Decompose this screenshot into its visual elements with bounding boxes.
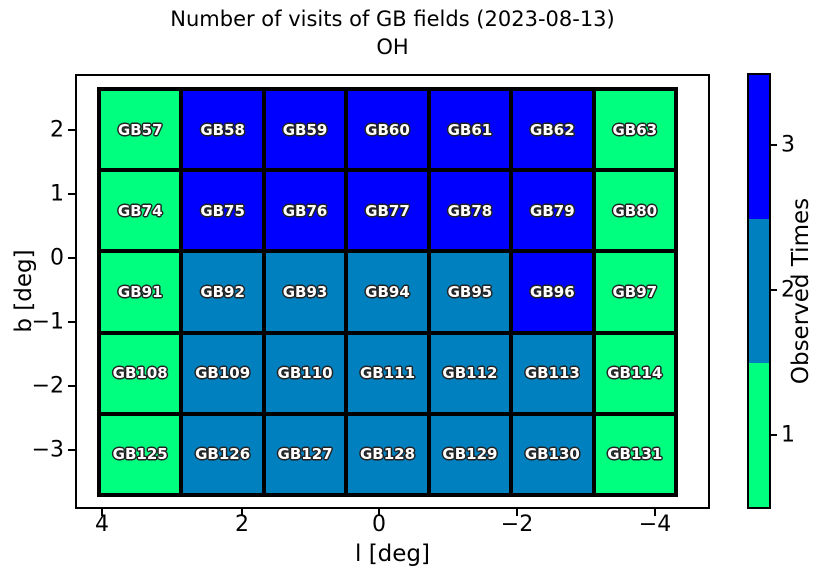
field-cell-gb114: GB114	[595, 334, 674, 412]
colorbar-tick-1-label: 1	[781, 422, 795, 448]
field-cell-gb113: GB113	[513, 334, 592, 412]
field-cell-gb74: GB74	[101, 172, 180, 250]
x-tick-4-mark	[101, 509, 103, 516]
field-cell-gb127: GB127	[265, 415, 345, 493]
x-tick-2-label: 2	[235, 512, 249, 537]
y-tick-1-mark	[68, 193, 75, 195]
field-cell-gb96: GB96	[513, 253, 592, 331]
field-cell-gb109: GB109	[183, 334, 262, 412]
field-cell-gb60: GB60	[348, 91, 427, 169]
y-tick-−1-mark	[68, 321, 75, 323]
colorbar-tick-3-label: 3	[781, 132, 795, 158]
field-grid: GB57 GB58 GB59 GB60 GB61 GB62 GB63 GB74 GB75 GB76…	[97, 87, 678, 497]
x-tick-−4-mark	[654, 509, 656, 516]
field-cell-gb128: GB128	[348, 415, 427, 493]
y-tick-−3-mark	[68, 449, 75, 451]
x-tick-−4-label: −4	[638, 512, 672, 537]
field-cell-gb79: GB79	[513, 172, 592, 250]
field-cell-gb95: GB95	[430, 253, 510, 331]
field-cell-gb125: GB125	[101, 415, 180, 493]
field-cell-gb78: GB78	[430, 172, 510, 250]
field-cell-gb77: GB77	[348, 172, 427, 250]
y-tick-1-label: 1	[50, 181, 64, 207]
x-tick-4-label: 4	[95, 512, 109, 537]
x-tick-−2-mark	[516, 509, 518, 516]
colorbar	[747, 73, 771, 509]
field-cell-gb93: GB93	[265, 253, 345, 331]
field-cell-gb94: GB94	[348, 253, 427, 331]
field-cell-gb75: GB75	[183, 172, 262, 250]
y-tick-−3-label: −3	[31, 437, 64, 463]
colorbar-label: Observed Times	[788, 197, 814, 385]
field-cell-gb76: GB76	[265, 172, 345, 250]
field-cell-gb112: GB112	[430, 334, 510, 412]
colorbar-tick-1-mark	[771, 434, 777, 436]
y-tick-−2-label: −2	[31, 373, 64, 399]
field-cell-gb108: GB108	[101, 334, 180, 412]
x-tick-0-mark	[378, 509, 380, 516]
field-cell-gb111: GB111	[348, 334, 427, 412]
colorbar-segment-2	[749, 219, 769, 363]
y-tick-0-label: 0	[50, 245, 64, 271]
field-cell-gb131: GB131	[595, 415, 674, 493]
colorbar-segment-3	[749, 75, 769, 219]
field-cell-gb129: GB129	[430, 415, 510, 493]
field-cell-gb130: GB130	[513, 415, 592, 493]
field-cell-gb97: GB97	[595, 253, 674, 331]
field-cell-gb62: GB62	[513, 91, 592, 169]
field-cell-gb57: GB57	[101, 91, 180, 169]
chart-title-line2: OH	[376, 35, 409, 59]
x-tick-2-mark	[241, 509, 243, 516]
field-cell-gb92: GB92	[183, 253, 262, 331]
colorbar-tick-3-mark	[771, 144, 777, 146]
field-cell-gb110: GB110	[265, 334, 345, 412]
y-tick-2-label: 2	[50, 117, 64, 143]
field-cell-gb61: GB61	[430, 91, 510, 169]
field-cell-gb126: GB126	[183, 415, 262, 493]
field-cell-gb80: GB80	[595, 172, 674, 250]
y-tick-−2-mark	[68, 385, 75, 387]
y-tick-2-mark	[68, 129, 75, 131]
colorbar-tick-2-label: 2	[781, 277, 795, 303]
field-cell-gb58: GB58	[183, 91, 262, 169]
x-axis-label: l [deg]	[355, 541, 430, 567]
y-tick-−1-label: −1	[31, 309, 64, 335]
field-cell-gb91: GB91	[101, 253, 180, 331]
y-axis-label: b [deg]	[11, 249, 37, 333]
x-tick-0-label: 0	[372, 512, 386, 537]
field-cell-gb63: GB63	[595, 91, 674, 169]
chart-title: Number of visits of GB fields (2023-08-1…	[75, 5, 710, 61]
y-tick-0-mark	[68, 257, 75, 259]
x-tick-−2-label: −2	[500, 512, 534, 537]
colorbar-segment-1	[749, 363, 769, 507]
field-cell-gb59: GB59	[265, 91, 345, 169]
chart-title-line1: Number of visits of GB fields (2023-08-1…	[170, 7, 615, 31]
colorbar-tick-2-mark	[771, 289, 777, 291]
